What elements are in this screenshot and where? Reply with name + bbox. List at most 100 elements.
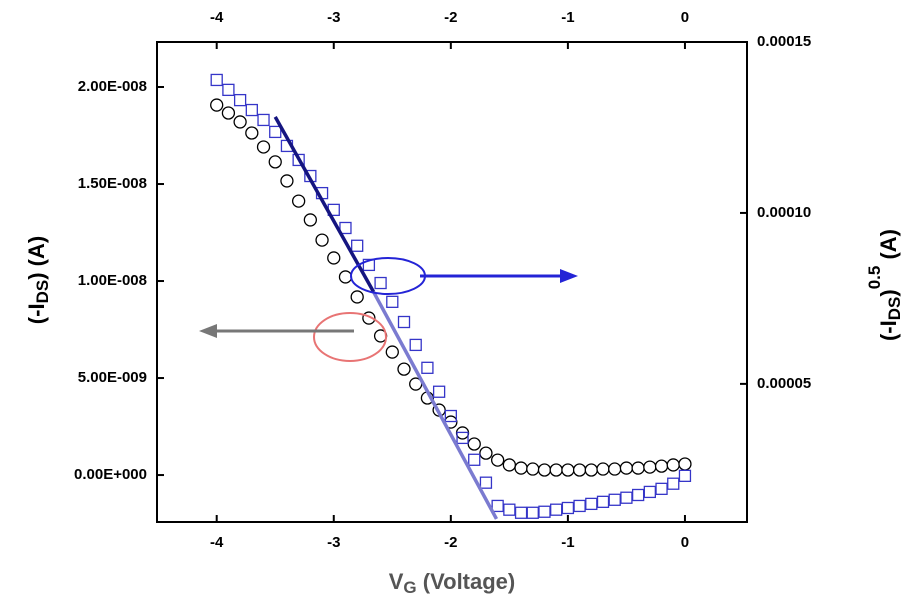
circle-marker xyxy=(268,155,282,169)
x-label-part: V xyxy=(389,569,404,594)
square-marker xyxy=(526,506,539,519)
square-marker xyxy=(432,385,446,398)
top-x-tick-label: 0 xyxy=(681,9,689,26)
annotation-ellipse xyxy=(313,312,387,362)
square-marker xyxy=(655,482,668,495)
y2-axis-label: (-IDS)0.5 (A) xyxy=(865,229,904,341)
square-marker xyxy=(421,361,434,374)
square-marker xyxy=(514,506,528,519)
circle-marker xyxy=(327,251,341,265)
y2-label-part: (-I xyxy=(876,320,901,341)
circle-marker xyxy=(303,213,318,227)
y2-label-part: ) xyxy=(876,289,901,296)
y-tick-label: 1.50E-008 xyxy=(78,175,147,192)
y-label-part: ) (A) xyxy=(24,236,49,280)
y2-tick-label: 0.00010 xyxy=(757,204,811,221)
square-marker xyxy=(456,431,469,445)
y2-label-sub: DS xyxy=(885,297,904,321)
square-marker xyxy=(620,491,633,504)
annotation-arrowhead xyxy=(199,324,217,338)
y2-tick-label: 0.00005 xyxy=(757,375,811,392)
circle-marker xyxy=(596,462,610,476)
square-marker xyxy=(257,113,270,127)
square-marker xyxy=(468,453,481,466)
y-tick-label: 1.00E-008 xyxy=(78,272,147,289)
circle-marker xyxy=(315,233,329,247)
square-marker xyxy=(351,239,364,252)
y-tick-label: 0.00E+000 xyxy=(74,466,147,483)
square-marker xyxy=(678,469,692,482)
circle-marker xyxy=(584,463,598,477)
x-tick-label: -2 xyxy=(444,534,457,551)
circle-marker xyxy=(479,446,493,460)
x-axis-label: VG (Voltage) xyxy=(389,569,516,598)
circle-marker xyxy=(549,463,563,477)
square-marker xyxy=(269,125,282,139)
square-marker xyxy=(222,83,235,97)
square-marker xyxy=(667,477,680,490)
circle-marker xyxy=(631,461,645,475)
circle-marker xyxy=(233,115,247,129)
circle-marker xyxy=(280,174,294,188)
circle-marker xyxy=(385,345,399,359)
square-marker xyxy=(643,485,656,499)
y-label-part: (-I xyxy=(24,303,49,324)
square-marker xyxy=(374,276,387,290)
circle-marker xyxy=(619,461,634,475)
x-label-part: (Voltage) xyxy=(417,569,516,594)
circle-marker xyxy=(654,459,669,473)
x-tick-label: -3 xyxy=(327,534,340,551)
x-tick-label: 0 xyxy=(681,534,689,551)
circle-marker xyxy=(537,463,552,477)
square-marker xyxy=(491,499,504,513)
circle-marker xyxy=(608,462,622,476)
square-marker xyxy=(409,338,422,352)
square-marker xyxy=(573,499,586,513)
square-marker xyxy=(397,315,411,329)
circle-marker xyxy=(572,463,587,477)
annotation-ellipse xyxy=(350,257,426,295)
circle-marker xyxy=(397,362,411,376)
square-marker xyxy=(608,493,621,506)
circle-marker xyxy=(245,126,259,140)
circle-marker xyxy=(350,290,364,304)
y-label-sub: DS xyxy=(33,280,52,304)
circle-marker xyxy=(666,458,680,472)
square-marker xyxy=(538,505,551,518)
square-marker xyxy=(233,93,247,107)
square-marker xyxy=(210,73,223,87)
square-marker xyxy=(245,103,258,117)
top-x-tick-label: -4 xyxy=(210,9,224,26)
plot-frame xyxy=(156,41,748,523)
square-marker xyxy=(585,497,598,511)
circle-marker xyxy=(514,461,528,475)
top-x-tick-label: -1 xyxy=(561,9,574,26)
y2-label-part: (A) xyxy=(876,229,901,266)
circle-marker xyxy=(491,453,505,467)
square-marker xyxy=(362,258,376,272)
circle-marker xyxy=(678,457,692,471)
circle-marker xyxy=(561,463,575,477)
top-x-tick-label: -2 xyxy=(444,9,457,26)
circle-marker xyxy=(643,460,657,474)
circle-marker xyxy=(256,140,271,154)
fit-line xyxy=(273,116,376,293)
square-marker xyxy=(550,503,563,516)
square-marker xyxy=(596,495,610,508)
square-marker xyxy=(292,153,305,167)
y2-label-sup: 0.5 xyxy=(865,266,884,290)
annotation-arrowhead xyxy=(560,269,578,283)
square-marker xyxy=(339,221,352,235)
circle-marker xyxy=(221,106,236,120)
circle-marker xyxy=(210,98,224,112)
square-marker xyxy=(479,476,493,489)
x-tick-label: -1 xyxy=(561,534,574,551)
square-marker xyxy=(386,295,399,308)
circle-marker xyxy=(502,458,517,472)
square-marker xyxy=(631,488,645,502)
top-x-tick-label: -3 xyxy=(327,9,340,26)
marks xyxy=(210,73,692,520)
square-marker xyxy=(503,503,516,516)
